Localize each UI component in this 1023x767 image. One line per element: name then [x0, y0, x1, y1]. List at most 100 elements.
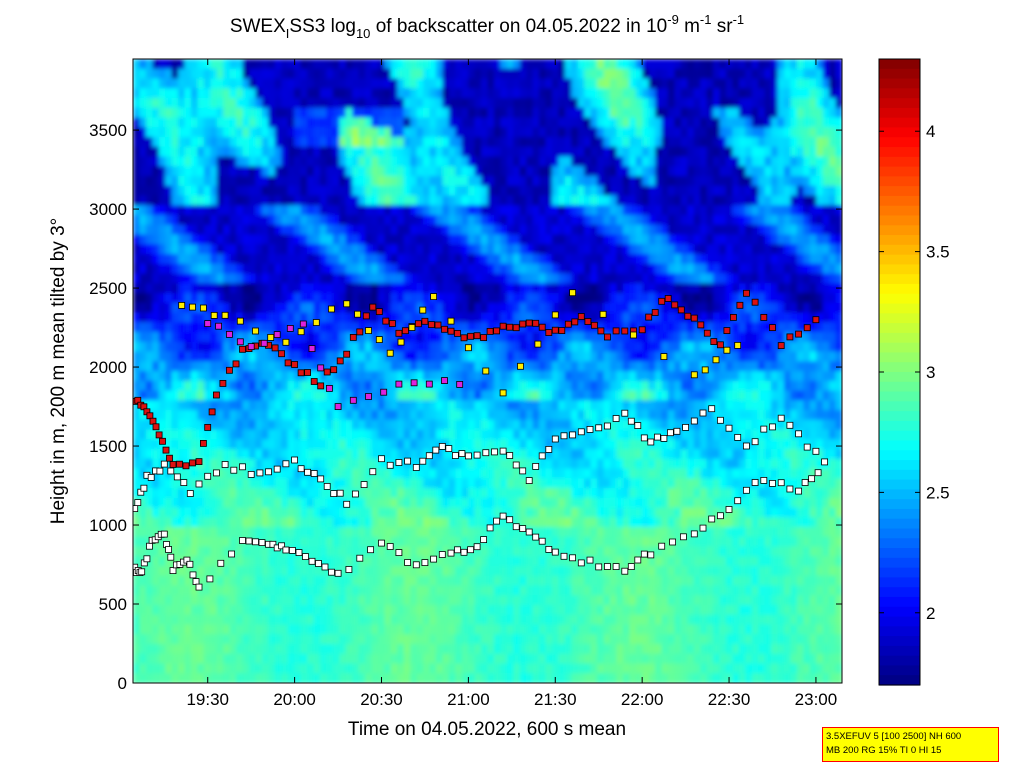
colorbar-step — [879, 577, 920, 588]
layer-marker-lowest-layer — [795, 487, 802, 495]
layer-marker-lowest-layer — [725, 506, 733, 513]
layer-marker-upper-layer — [152, 423, 160, 431]
layer-marker-lowest-layer — [302, 553, 309, 560]
layer-marker-mid-layer — [343, 500, 351, 508]
layer-marker-scattered-magenta — [365, 393, 372, 400]
colorbar-step — [879, 342, 920, 354]
layer-marker-mid-layer — [551, 435, 559, 443]
layer-marker-upper-layer — [195, 458, 203, 466]
colorbar-step — [879, 450, 920, 461]
layer-marker-mid-layer — [425, 452, 433, 460]
layer-marker-upper-layer — [710, 338, 718, 346]
layer-marker-mid-layer — [404, 457, 412, 465]
layer-marker-mid-layer — [640, 434, 648, 442]
colorbar-step — [879, 665, 920, 676]
layer-marker-mid-layer — [412, 464, 420, 471]
layer-marker-lowest-layer — [328, 568, 335, 576]
layer-marker-mid-layer — [351, 490, 359, 498]
colorbar-step — [879, 323, 920, 334]
colorbar-step — [879, 215, 920, 226]
colorbar-step — [879, 186, 920, 197]
y-tick-label: 1000 — [89, 516, 127, 535]
colorbar-step — [879, 107, 920, 119]
layer-marker-lowest-layer — [551, 548, 559, 556]
colorbar-step — [879, 469, 920, 481]
layer-marker-mid-layer — [538, 452, 546, 460]
layer-marker-upper-layer — [291, 361, 299, 368]
colorbar-step — [879, 362, 920, 373]
colorbar-step — [879, 372, 920, 383]
layer-marker-scattered-magenta — [247, 343, 255, 351]
layer-marker-mid-layer — [330, 490, 338, 498]
layer-marker-upper-layer — [551, 326, 559, 334]
chart-title: SWEXISS3 log10 of backscatter on 04.05.2… — [230, 12, 744, 41]
layer-marker-mid-layer — [751, 438, 759, 446]
layer-marker-lowest-layer — [519, 525, 527, 532]
layer-marker-mid-layer — [173, 473, 181, 481]
layer-marker-lowest-layer — [658, 542, 666, 550]
layer-marker-mid-layer — [160, 460, 168, 468]
layer-marker-lowest-layer — [421, 559, 429, 566]
layer-marker-lowest-layer — [138, 568, 146, 576]
layer-marker-mid-layer — [273, 465, 281, 473]
layer-marker-lowest-layer — [545, 546, 553, 553]
layer-marker-upper-layer — [414, 320, 422, 328]
layer-marker-upper-layer — [703, 329, 711, 337]
layer-marker-lowest-layer — [604, 563, 611, 570]
layer-marker-scattered-yellow — [447, 317, 455, 325]
colorbar-step — [879, 430, 920, 442]
layer-marker-scattered-yellow — [354, 310, 362, 318]
layer-marker-mid-layer — [291, 456, 299, 464]
layer-marker-lowest-layer — [378, 539, 385, 547]
layer-marker-upper-layer — [671, 301, 679, 309]
layer-marker-lowest-layer — [334, 569, 342, 577]
layer-marker-upper-layer — [388, 320, 396, 327]
layer-marker-lowest-layer — [430, 555, 438, 563]
layer-marker-lowest-layer — [217, 559, 225, 567]
layer-marker-scattered-yellow — [517, 362, 524, 370]
layer-marker-upper-layer — [769, 324, 776, 332]
layer-marker-upper-layer — [310, 378, 318, 385]
layer-marker-lowest-layer — [321, 563, 329, 571]
layer-marker-mid-layer — [195, 480, 203, 488]
colorbar-step — [879, 381, 920, 393]
layer-marker-scattered-magenta — [236, 338, 244, 346]
colorbar-step — [879, 508, 920, 520]
layer-marker-lowest-layer — [308, 557, 316, 565]
layer-marker-mid-layer — [560, 432, 568, 440]
x-tick-label: 21:00 — [447, 690, 490, 709]
colorbar-step — [879, 567, 920, 579]
layer-marker-upper-layer — [493, 327, 501, 335]
colorbar-step — [879, 528, 920, 539]
layer-marker-lowest-layer — [282, 546, 290, 554]
layer-marker-upper-layer — [434, 321, 442, 329]
colorbar: 2 2.5 3 3.5 4 — [878, 58, 950, 686]
layer-marker-mid-layer — [512, 461, 520, 469]
layer-marker-lowest-layer — [386, 543, 394, 550]
layer-marker-mid-layer — [140, 484, 148, 492]
x-tick-label: 20:00 — [273, 690, 316, 709]
layer-marker-upper-layer — [499, 322, 507, 330]
layer-marker-upper-layer — [730, 313, 737, 321]
layer-marker-mid-layer — [786, 421, 794, 429]
colorbar-step — [879, 538, 920, 549]
layer-marker-upper-layer — [486, 327, 494, 335]
layer-marker-lowest-layer — [460, 548, 468, 556]
layer-marker-upper-layer — [545, 329, 553, 337]
layer-marker-upper-layer — [284, 359, 292, 367]
layer-marker-scattered-yellow — [210, 311, 218, 319]
colorbar-step — [879, 195, 920, 207]
layer-marker-scattered-yellow — [482, 367, 490, 375]
colorbar-step — [879, 88, 920, 99]
plot-frame — [132, 58, 843, 684]
y-axis: 0 500 1000 1500 2000 2500 3000 3500 — [89, 121, 842, 693]
y-tick-label: 0 — [118, 674, 127, 693]
layer-marker-upper-layer — [751, 298, 759, 306]
x-tick-label: 21:30 — [534, 690, 577, 709]
layer-marker-lowest-layer — [195, 583, 203, 591]
layer-marker-upper-layer — [743, 289, 750, 297]
layer-marker-lowest-layer — [743, 486, 750, 494]
layer-marker-lowest-layer — [525, 528, 533, 536]
layer-marker-mid-layer — [769, 423, 776, 431]
layer-marker-mid-layer — [297, 465, 305, 473]
